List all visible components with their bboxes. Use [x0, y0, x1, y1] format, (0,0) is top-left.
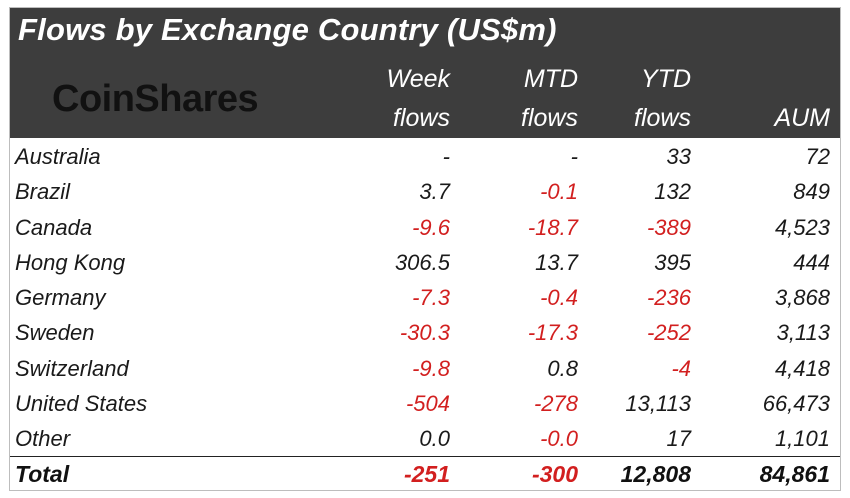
aum-cell: 3,868	[774, 285, 830, 311]
mtd-flows-cell: -0.4	[540, 285, 578, 311]
table-row: Australia - - 33 72	[10, 138, 840, 173]
col-ytd-top: YTD	[641, 65, 691, 93]
week-flows-cell: -30.3	[399, 320, 450, 346]
ytd-flows-cell: -389	[646, 214, 691, 240]
coinshares-logo: CoinShares	[52, 78, 259, 120]
week-flows-cell: 3.7	[419, 179, 450, 205]
country-cell: United States	[15, 391, 148, 417]
table-header: Flows by Exchange Country (US$m) CoinSha…	[10, 8, 840, 138]
aum-cell: 4,418	[774, 355, 830, 381]
table-row: Brazil 3.7 -0.1 132 849	[10, 173, 840, 208]
col-week-bottom: flows	[393, 104, 450, 132]
table-row: Switzerland -9.8 0.8 -4 4,418	[10, 350, 840, 385]
ytd-flows-cell: 132	[654, 179, 691, 205]
mtd-flows-cell: -	[570, 144, 578, 169]
ytd-flows-cell: -252	[646, 320, 691, 346]
ytd-flows-cell: -236	[646, 285, 691, 311]
total-mtd: -300	[531, 461, 578, 487]
aum-cell: 72	[805, 144, 830, 169]
ytd-flows-cell: 33	[666, 144, 691, 169]
country-cell: Germany	[15, 285, 106, 311]
week-flows-cell: -	[442, 144, 450, 169]
table-row: Hong Kong 306.5 13.7 395 444	[10, 244, 840, 279]
col-aum: AUM	[774, 104, 830, 132]
table-row: Germany -7.3 -0.4 -236 3,868	[10, 279, 840, 314]
aum-cell: 444	[793, 249, 830, 275]
aum-cell: 3,113	[776, 320, 830, 346]
total-ytd: 12,808	[620, 461, 691, 487]
table-row: Sweden -30.3 -17.3 -252 3,113	[10, 314, 840, 349]
col-mtd-top: MTD	[523, 65, 578, 93]
table-row: Canada -9.6 -18.7 -389 4,523	[10, 209, 840, 244]
col-mtd-bottom: flows	[521, 104, 578, 132]
mtd-flows-cell: -278	[533, 391, 578, 417]
country-cell: Switzerland	[15, 355, 129, 381]
flows-table-card: Flows by Exchange Country (US$m) CoinSha…	[9, 7, 841, 491]
week-flows-cell: -9.8	[412, 355, 450, 381]
table-row: United States -504 -278 13,113 66,473	[10, 385, 840, 420]
mtd-flows-cell: 0.8	[547, 355, 578, 381]
mtd-flows-cell: 13.7	[535, 249, 578, 275]
country-cell: Hong Kong	[15, 249, 126, 275]
ytd-flows-cell: 13,113	[625, 391, 691, 417]
country-cell: Australia	[15, 144, 101, 169]
week-flows-cell: -504	[405, 391, 450, 417]
week-flows-cell: 0.0	[419, 426, 450, 452]
table-body: Australia - - 33 72 Brazil 3.7 -0.1 132 849 Canada…	[10, 138, 840, 456]
week-flows-cell: -9.6	[412, 214, 450, 240]
country-cell: Brazil	[15, 179, 71, 205]
ytd-flows-cell: 17	[666, 426, 691, 452]
total-label: Total	[15, 461, 70, 487]
ytd-flows-cell: -4	[671, 355, 691, 381]
mtd-flows-cell: -0.1	[540, 179, 578, 205]
mtd-flows-cell: -18.7	[527, 214, 578, 240]
total-aum: 84,861	[759, 461, 830, 487]
country-cell: Other	[15, 426, 71, 452]
country-cell: Sweden	[15, 320, 95, 346]
aum-cell: 66,473	[762, 391, 830, 417]
ytd-flows-cell: 395	[654, 249, 691, 275]
mtd-flows-cell: -0.0	[540, 426, 578, 452]
aum-cell: 849	[793, 179, 830, 205]
table-title: Flows by Exchange Country (US$m)	[18, 12, 557, 47]
table-row: Other 0.0 -0.0 17 1,101	[10, 420, 840, 455]
week-flows-cell: -7.3	[412, 285, 450, 311]
col-week-top: Week	[386, 65, 450, 93]
aum-cell: 4,523	[774, 214, 830, 240]
country-cell: Canada	[15, 214, 93, 240]
aum-cell: 1,101	[774, 426, 830, 452]
total-row: Total -251 -300 12,808 84,861	[10, 456, 840, 491]
week-flows-cell: 306.5	[394, 249, 450, 275]
col-ytd-bottom: flows	[634, 104, 691, 132]
mtd-flows-cell: -17.3	[527, 320, 578, 346]
total-week: -251	[403, 461, 450, 487]
